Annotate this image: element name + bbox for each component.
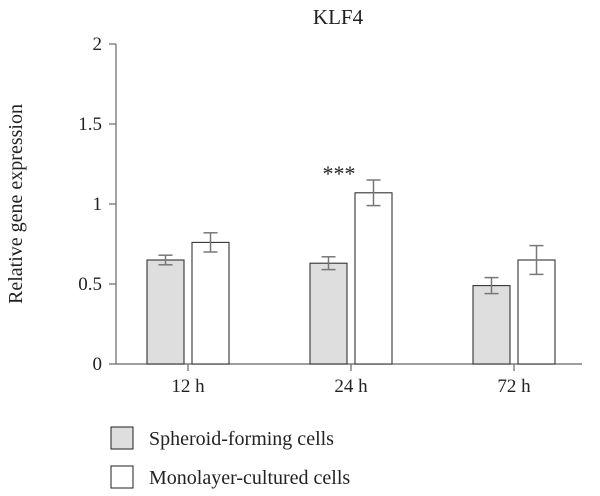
bar-monolayer <box>517 259 556 365</box>
significance-marker: *** <box>323 161 356 186</box>
bar-spheroid <box>309 262 348 365</box>
y-tick-label: 1.5 <box>78 114 102 135</box>
y-tick-label: 2 <box>93 34 103 55</box>
x-tick-label: 72 h <box>497 376 531 397</box>
bars <box>146 192 556 365</box>
chart-title: KLF4 <box>313 5 364 29</box>
y-ticks: 0 0.5 1 1.5 2 <box>78 34 116 375</box>
bar-monolayer <box>191 241 230 365</box>
y-axis-label: Relative gene expression <box>5 104 27 304</box>
legend-swatch <box>110 426 134 450</box>
y-tick-label: 0 <box>93 354 103 375</box>
bar-spheroid <box>472 285 511 365</box>
x-tick-label: 24 h <box>334 376 368 397</box>
x-tick-label: 12 h <box>171 376 205 397</box>
legend-label: Monolayer-cultured cells <box>149 467 350 489</box>
legend: Spheroid-forming cells Monolayer-cultured… <box>110 426 350 489</box>
bar-spheroid <box>146 259 185 365</box>
legend-swatch <box>110 465 134 489</box>
error-bars <box>158 179 544 295</box>
y-tick-label: 0.5 <box>78 274 102 295</box>
x-ticks: 12 h 24 h 72 h <box>171 364 531 397</box>
bar-monolayer <box>354 192 393 365</box>
annotations: *** <box>323 161 356 186</box>
y-tick-label: 1 <box>93 194 103 215</box>
legend-label: Spheroid-forming cells <box>149 428 334 450</box>
